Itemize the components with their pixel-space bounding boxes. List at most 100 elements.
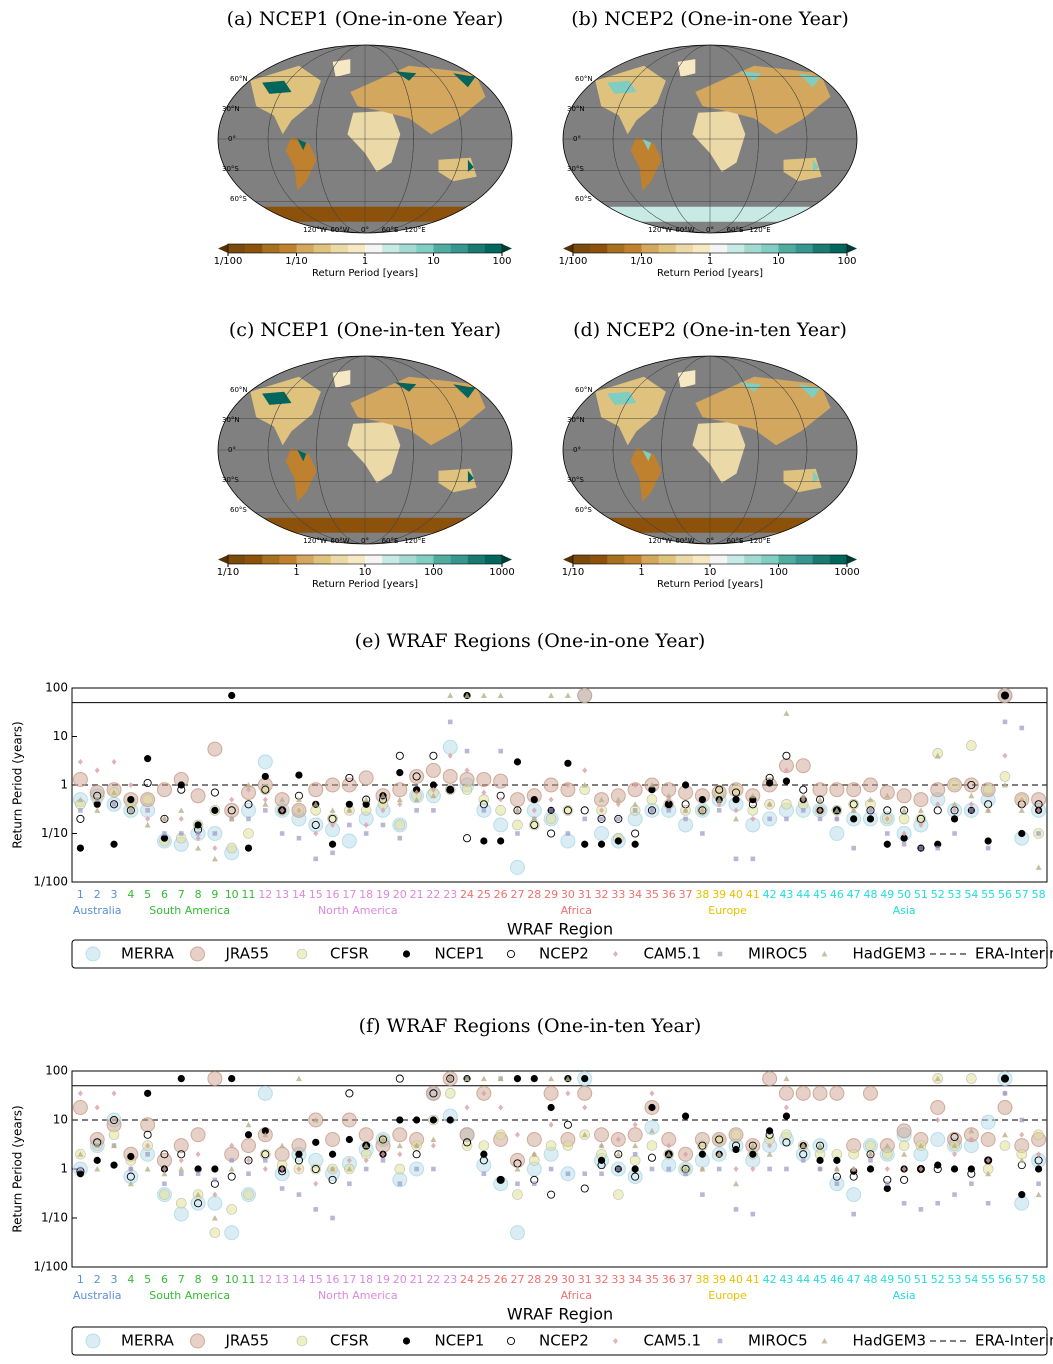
marker	[347, 822, 352, 828]
x-tick-label: 57	[1015, 888, 1029, 901]
marker	[330, 821, 336, 828]
marker	[261, 785, 270, 794]
marker	[665, 800, 673, 808]
marker	[362, 1141, 371, 1150]
marker	[78, 1166, 83, 1172]
marker	[394, 819, 406, 831]
land-wet	[467, 159, 474, 172]
land	[332, 370, 351, 388]
x-tick-label: 32	[595, 888, 609, 901]
colorbar-cell	[829, 555, 848, 564]
marker	[228, 815, 235, 822]
lon-label: 120°E	[749, 537, 770, 545]
colorbar-cell	[778, 555, 796, 564]
marker	[883, 840, 891, 848]
marker	[733, 1207, 739, 1212]
lat-label: 30°S	[567, 476, 584, 484]
marker	[985, 807, 992, 813]
lat-label: 60°S	[575, 195, 592, 203]
legend-label: CFSR	[330, 1332, 369, 1350]
x-tick-label: 51	[914, 888, 928, 901]
marker	[446, 1074, 455, 1083]
lat-label: 0°	[228, 446, 236, 454]
x-tick-label: 54	[964, 1273, 978, 1286]
map	[218, 356, 512, 544]
marker	[700, 831, 705, 836]
legend-label: MERRA	[121, 1332, 175, 1350]
marker	[127, 1152, 135, 1161]
marker	[464, 748, 470, 754]
marker	[548, 1075, 555, 1082]
chart-title: (f) WRAF Regions (One-in-ten Year)	[359, 1015, 702, 1037]
x-tick-label: 37	[679, 888, 693, 901]
marker	[599, 816, 604, 822]
marker	[817, 807, 823, 814]
marker	[430, 1136, 437, 1142]
marker	[77, 796, 84, 803]
y-tick-label: 10	[53, 1113, 68, 1127]
marker	[110, 840, 118, 848]
marker	[783, 710, 790, 716]
colorbar-cell	[829, 244, 848, 253]
colorbar-cell	[279, 555, 297, 564]
marker	[883, 1184, 891, 1193]
marker	[865, 1140, 876, 1151]
marker	[682, 807, 689, 813]
marker	[632, 801, 639, 807]
marker	[178, 1157, 184, 1164]
lat-label: 60°S	[230, 506, 247, 514]
marker	[850, 1166, 857, 1172]
x-tick-label: 41	[746, 888, 760, 901]
marker	[784, 816, 789, 822]
marker	[665, 1151, 672, 1157]
x-tick-label: 44	[796, 888, 810, 901]
colorbar-cell	[433, 555, 451, 564]
marker	[397, 1181, 403, 1187]
land	[630, 137, 662, 191]
plot-frame	[71, 687, 1048, 883]
marker	[159, 1189, 170, 1200]
colorbar-cell	[658, 555, 677, 564]
marker	[397, 801, 403, 808]
marker	[160, 814, 169, 823]
marker	[396, 769, 404, 777]
marker	[341, 1112, 357, 1128]
marker	[1001, 1131, 1008, 1138]
marker	[647, 1153, 657, 1162]
colorbar-cell	[365, 555, 383, 564]
x-tick-label: 34	[628, 888, 642, 901]
meridian	[316, 356, 414, 544]
marker	[816, 1141, 825, 1150]
marker	[917, 1142, 924, 1149]
marker	[900, 1175, 909, 1184]
colorbar-label: Return Period [years]	[312, 579, 418, 590]
marker	[783, 1104, 789, 1111]
marker	[901, 1151, 908, 1157]
marker	[229, 1142, 235, 1149]
colorbar-cell	[675, 244, 694, 253]
marker	[597, 840, 606, 848]
marker	[699, 807, 706, 813]
marker	[109, 1115, 119, 1125]
marker	[666, 808, 672, 813]
marker	[195, 1171, 201, 1177]
marker	[883, 806, 892, 815]
marker	[446, 785, 455, 794]
marker	[195, 1191, 202, 1198]
marker	[262, 796, 268, 803]
x-tick-label: 14	[292, 888, 306, 901]
marker	[446, 786, 454, 794]
marker	[599, 807, 605, 814]
x-tick-label: 29	[544, 888, 558, 901]
marker	[716, 808, 722, 813]
marker	[514, 807, 521, 813]
legend-frame	[71, 1326, 1048, 1356]
marker	[279, 1166, 285, 1172]
legend-marker	[296, 948, 308, 960]
legend-marker	[717, 1338, 723, 1344]
marker	[935, 1200, 941, 1206]
marker	[296, 835, 302, 841]
x-tick-label: 40	[729, 1273, 743, 1286]
marker	[543, 1085, 559, 1101]
region-group-label: Africa	[561, 904, 592, 917]
